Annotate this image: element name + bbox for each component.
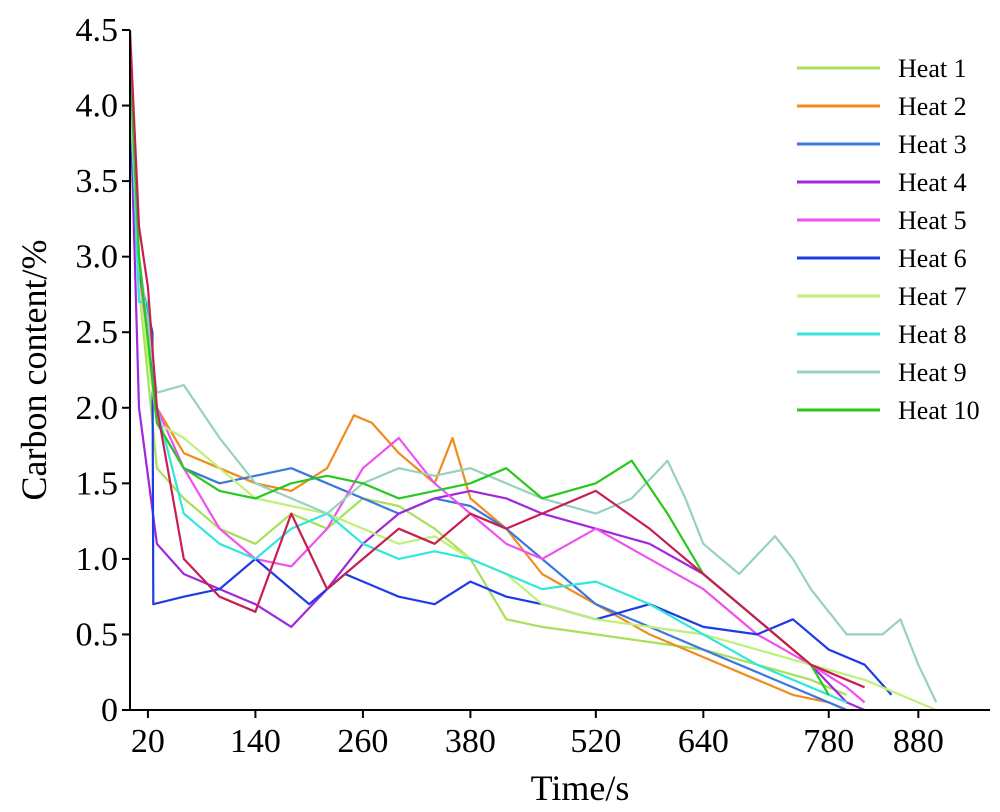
legend-label: Heat 6 — [898, 244, 967, 273]
y-tick-label: 1.5 — [76, 465, 119, 502]
legend-label: Heat 4 — [898, 168, 967, 197]
series-line-1 — [128, 75, 848, 696]
series-line-7 — [128, 90, 937, 712]
y-tick-label: 1.0 — [76, 541, 119, 578]
x-tick-label: 780 — [803, 723, 854, 760]
legend: Heat 1 Heat 2 Heat 3 Heat 4 Heat 5 Heat 6 Heat… — [797, 54, 980, 425]
y-tick-label: 2.0 — [76, 390, 119, 427]
legend-item: Heat 5 — [797, 206, 967, 235]
x-tick-label: 380 — [445, 723, 496, 760]
legend-item: Heat 9 — [797, 358, 967, 387]
x-tick-label: 20 — [131, 723, 165, 760]
series-line-11 — [128, 29, 866, 689]
legend-label: Heat 8 — [898, 320, 967, 349]
legend-item: Heat 2 — [797, 92, 967, 121]
x-tick-label: 260 — [337, 723, 388, 760]
x-axis-ticks: 20 140 260 380 520 640 780 880 — [131, 710, 944, 760]
y-tick-label: 3.5 — [76, 163, 119, 200]
y-tick-label: 0 — [101, 692, 118, 729]
y-tick-label: 4.0 — [76, 88, 119, 125]
series-line-10 — [128, 60, 830, 696]
legend-label: Heat 2 — [898, 92, 967, 121]
x-axis-title: Time/s — [531, 768, 630, 808]
y-axis-title: Carbon content/% — [14, 240, 54, 501]
legend-item: Heat 10 — [797, 396, 980, 425]
legend-item: Heat 4 — [797, 168, 967, 197]
x-tick-label: 880 — [893, 723, 944, 760]
y-tick-label: 4.5 — [76, 12, 119, 49]
legend-label: Heat 7 — [898, 282, 967, 311]
x-tick-label: 140 — [230, 723, 281, 760]
series-line-9 — [128, 90, 938, 703]
y-tick-label: 2.5 — [76, 314, 119, 351]
legend-label: Heat 10 — [898, 396, 980, 425]
series-line-5 — [128, 60, 866, 704]
legend-label: Heat 5 — [898, 206, 967, 235]
legend-item: Heat 3 — [797, 130, 967, 159]
series-line-6 — [128, 120, 893, 696]
y-axis-ticks: 0 0.5 1.0 1.5 2.0 2.5 3.0 3.5 4.0 4.5 — [76, 12, 130, 729]
x-tick-label: 520 — [570, 723, 621, 760]
legend-item: Heat 1 — [797, 54, 967, 83]
x-tick-label: 640 — [678, 723, 729, 760]
legend-item: Heat 7 — [797, 282, 967, 311]
legend-label: Heat 1 — [898, 54, 967, 83]
y-tick-label: 3.0 — [76, 239, 119, 276]
series-line-2 — [128, 45, 848, 712]
y-tick-label: 0.5 — [76, 616, 119, 653]
legend-item: Heat 6 — [797, 244, 967, 273]
legend-label: Heat 9 — [898, 358, 967, 387]
series-line-8 — [128, 75, 848, 704]
series-layer — [128, 29, 938, 712]
legend-label: Heat 3 — [898, 130, 967, 159]
legend-item: Heat 8 — [797, 320, 967, 349]
